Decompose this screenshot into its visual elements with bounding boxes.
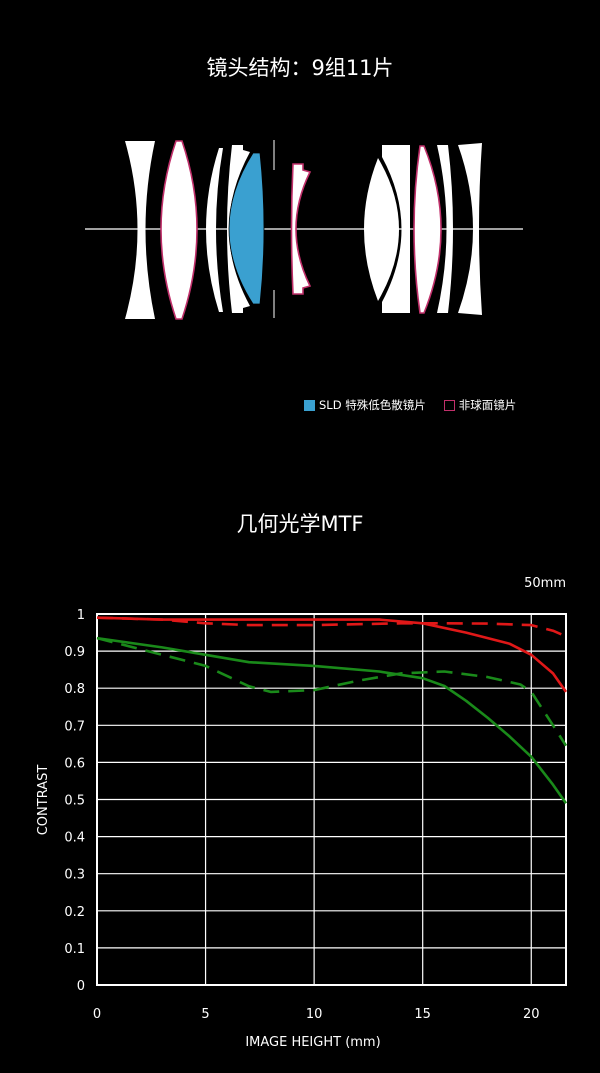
x-tick-label: 20 [523,1007,540,1022]
mtf-chart: 50mm 00.10.20.30.40.50.60.70.80.910 5 10 15… [36,576,568,1050]
mtf-series-1-dashed [96,616,567,638]
legend-sld-label: SLD 特殊低色散镜片 [319,398,426,412]
lens-element-11 [458,143,482,315]
mtf-series-2-solid [96,636,568,804]
y-tick-label: 0.4 [64,831,85,846]
lens-element-6-aspherical [290,163,312,295]
lens-element-7 [364,158,399,301]
lens-element-2-aspherical [160,140,198,320]
lens-element-5-sld [228,152,265,305]
lens-element-3 [206,148,223,312]
y-tick-label: 0.5 [64,794,85,809]
legend-aspherical-label: 非球面镜片 [458,398,517,412]
mtf-series-0-solid [96,616,568,693]
lens-element-9-aspherical [413,145,442,314]
y-tick-label: 0.2 [64,905,85,920]
focal-length-annotation: 50mm [524,576,566,591]
lens-element-8 [382,145,410,313]
lens-legend: SLD 特殊低色散镜片 非球面镜片 [304,397,516,413]
x-axis-label: IMAGE HEIGHT (mm) [245,1035,380,1050]
y-tick-label: 0.7 [64,719,85,734]
mtf-title: 几何光学MTF [236,512,364,536]
x-tick-label: 5 [201,1007,209,1022]
sld-swatch-icon [304,399,315,411]
lens-diagram [85,140,523,320]
x-tick-label: 15 [414,1007,431,1022]
y-tick-label: 0.6 [64,756,85,771]
y-tick-label: 1 [77,608,85,623]
y-tick-label: 0.8 [64,682,85,697]
x-tick-label: 10 [306,1007,323,1022]
y-tick-label: 0.3 [64,868,85,883]
y-tick-label: 0.9 [64,645,85,660]
x-tick-label: 0 [93,1007,101,1022]
lens-element-10 [437,145,453,313]
y-tick-label: 0 [77,979,85,994]
lens-structure-title: 镜头结构：9组11片 [206,56,394,80]
lens-element-1 [125,141,155,319]
y-axis-label: CONTRAST [36,765,51,836]
y-tick-label: 0.1 [64,942,85,957]
aspherical-swatch-icon [443,399,455,411]
mtf-series-3-dashed [96,636,568,747]
lens-element-4 [227,145,250,313]
plot-frame [96,613,567,986]
